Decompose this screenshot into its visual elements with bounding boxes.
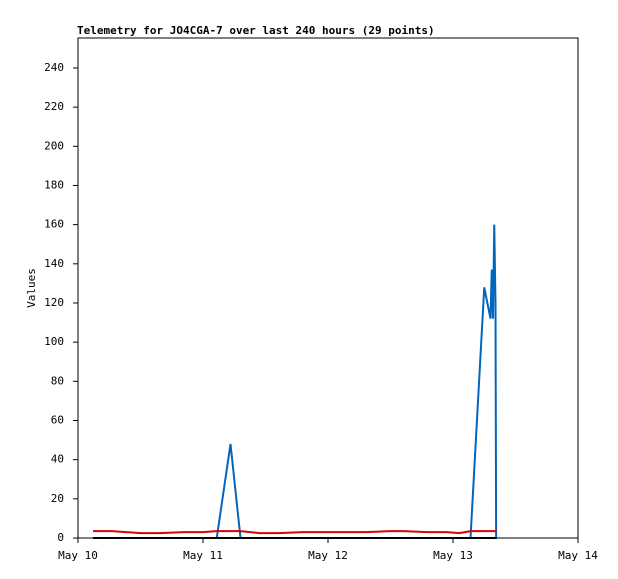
y-tick-label: 140: [44, 257, 64, 270]
y-tick-label: 0: [57, 531, 64, 544]
data-line: [93, 224, 498, 539]
chart-title: Telemetry for JO4CGA-7 over last 240 hou…: [77, 24, 435, 37]
x-tick-label: May 14: [558, 549, 598, 562]
y-tick-label: 180: [44, 178, 64, 191]
y-tick-label: 60: [51, 413, 64, 426]
y-axis-label: Values: [25, 268, 38, 308]
x-tick-label: May 10: [58, 549, 98, 562]
y-tick-label: 20: [51, 492, 64, 505]
plot-frame: [77, 37, 579, 539]
y-tick-label: 160: [44, 218, 64, 231]
y-tick-label: 120: [44, 296, 64, 309]
x-tick-label: May 13: [433, 549, 473, 562]
y-tick-label: 220: [44, 100, 64, 113]
y-tick-label: 40: [51, 453, 64, 466]
y-tick-label: 100: [44, 335, 64, 348]
x-tick-label: May 12: [308, 549, 348, 562]
y-tick-label: 80: [51, 374, 64, 387]
data-line: [93, 530, 497, 535]
y-tick-label: 240: [44, 61, 64, 74]
y-tick-label: 200: [44, 139, 64, 152]
x-tick-label: May 11: [183, 549, 223, 562]
